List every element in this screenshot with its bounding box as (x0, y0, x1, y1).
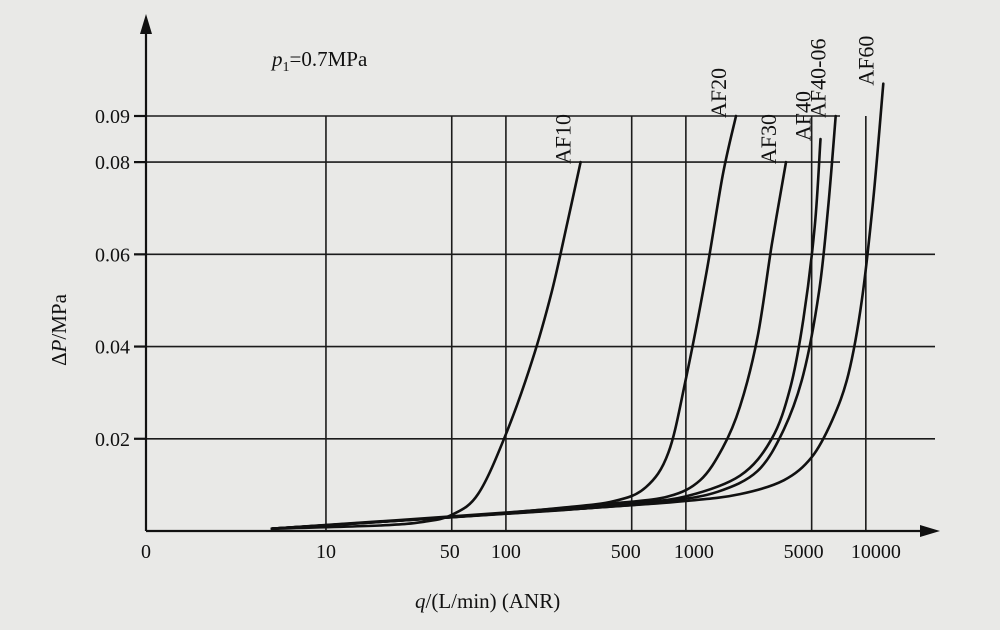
series-label-af40: AF40 (791, 91, 816, 141)
series-line-af40 (270, 137, 822, 530)
series-line-af20 (270, 114, 738, 530)
series-line-af60 (270, 82, 885, 530)
chart-title: p1=0.7MPa (270, 47, 368, 75)
series-label-af20: AF20 (706, 68, 731, 118)
x-tick-label: 1000 (674, 541, 714, 563)
series-line-af30 (270, 160, 788, 530)
y-tick-label: 0.08 (95, 152, 130, 174)
x-axis-label: q/(L/min) (ANR) (415, 589, 560, 613)
y-tick-label: 0.02 (95, 429, 130, 451)
x-tick-label: 10 (316, 541, 336, 563)
x-tick-label: 0 (141, 541, 151, 563)
y-tick-label: 0.04 (95, 337, 130, 359)
y-tick-label: 0.09 (95, 106, 130, 128)
curve-layer (270, 82, 885, 530)
series-line-af10 (270, 160, 582, 530)
axis-layer (134, 14, 940, 537)
x-axis-arrow (920, 525, 940, 537)
series-label-af40-06: AF40-06 (806, 39, 831, 118)
series-label-af10: AF10 (551, 114, 576, 164)
y-axis-arrow (140, 14, 152, 34)
series-label-af60: AF60 (853, 36, 878, 86)
series-label-af30: AF30 (756, 114, 781, 164)
y-tick-label: 0.06 (95, 244, 130, 266)
x-tick-label: 50 (440, 541, 460, 563)
x-tick-label: 5000 (784, 541, 824, 563)
x-tick-label: 10000 (851, 541, 901, 563)
text-layer: p1=0.7MPa q/(L/min) (ANR) ΔP/MPa 0.02 0.0… (47, 36, 901, 613)
y-axis-label: ΔP/MPa (47, 293, 71, 366)
grid-layer (146, 115, 935, 531)
x-tick-label: 500 (611, 541, 641, 563)
x-tick-label: 100 (491, 541, 521, 563)
